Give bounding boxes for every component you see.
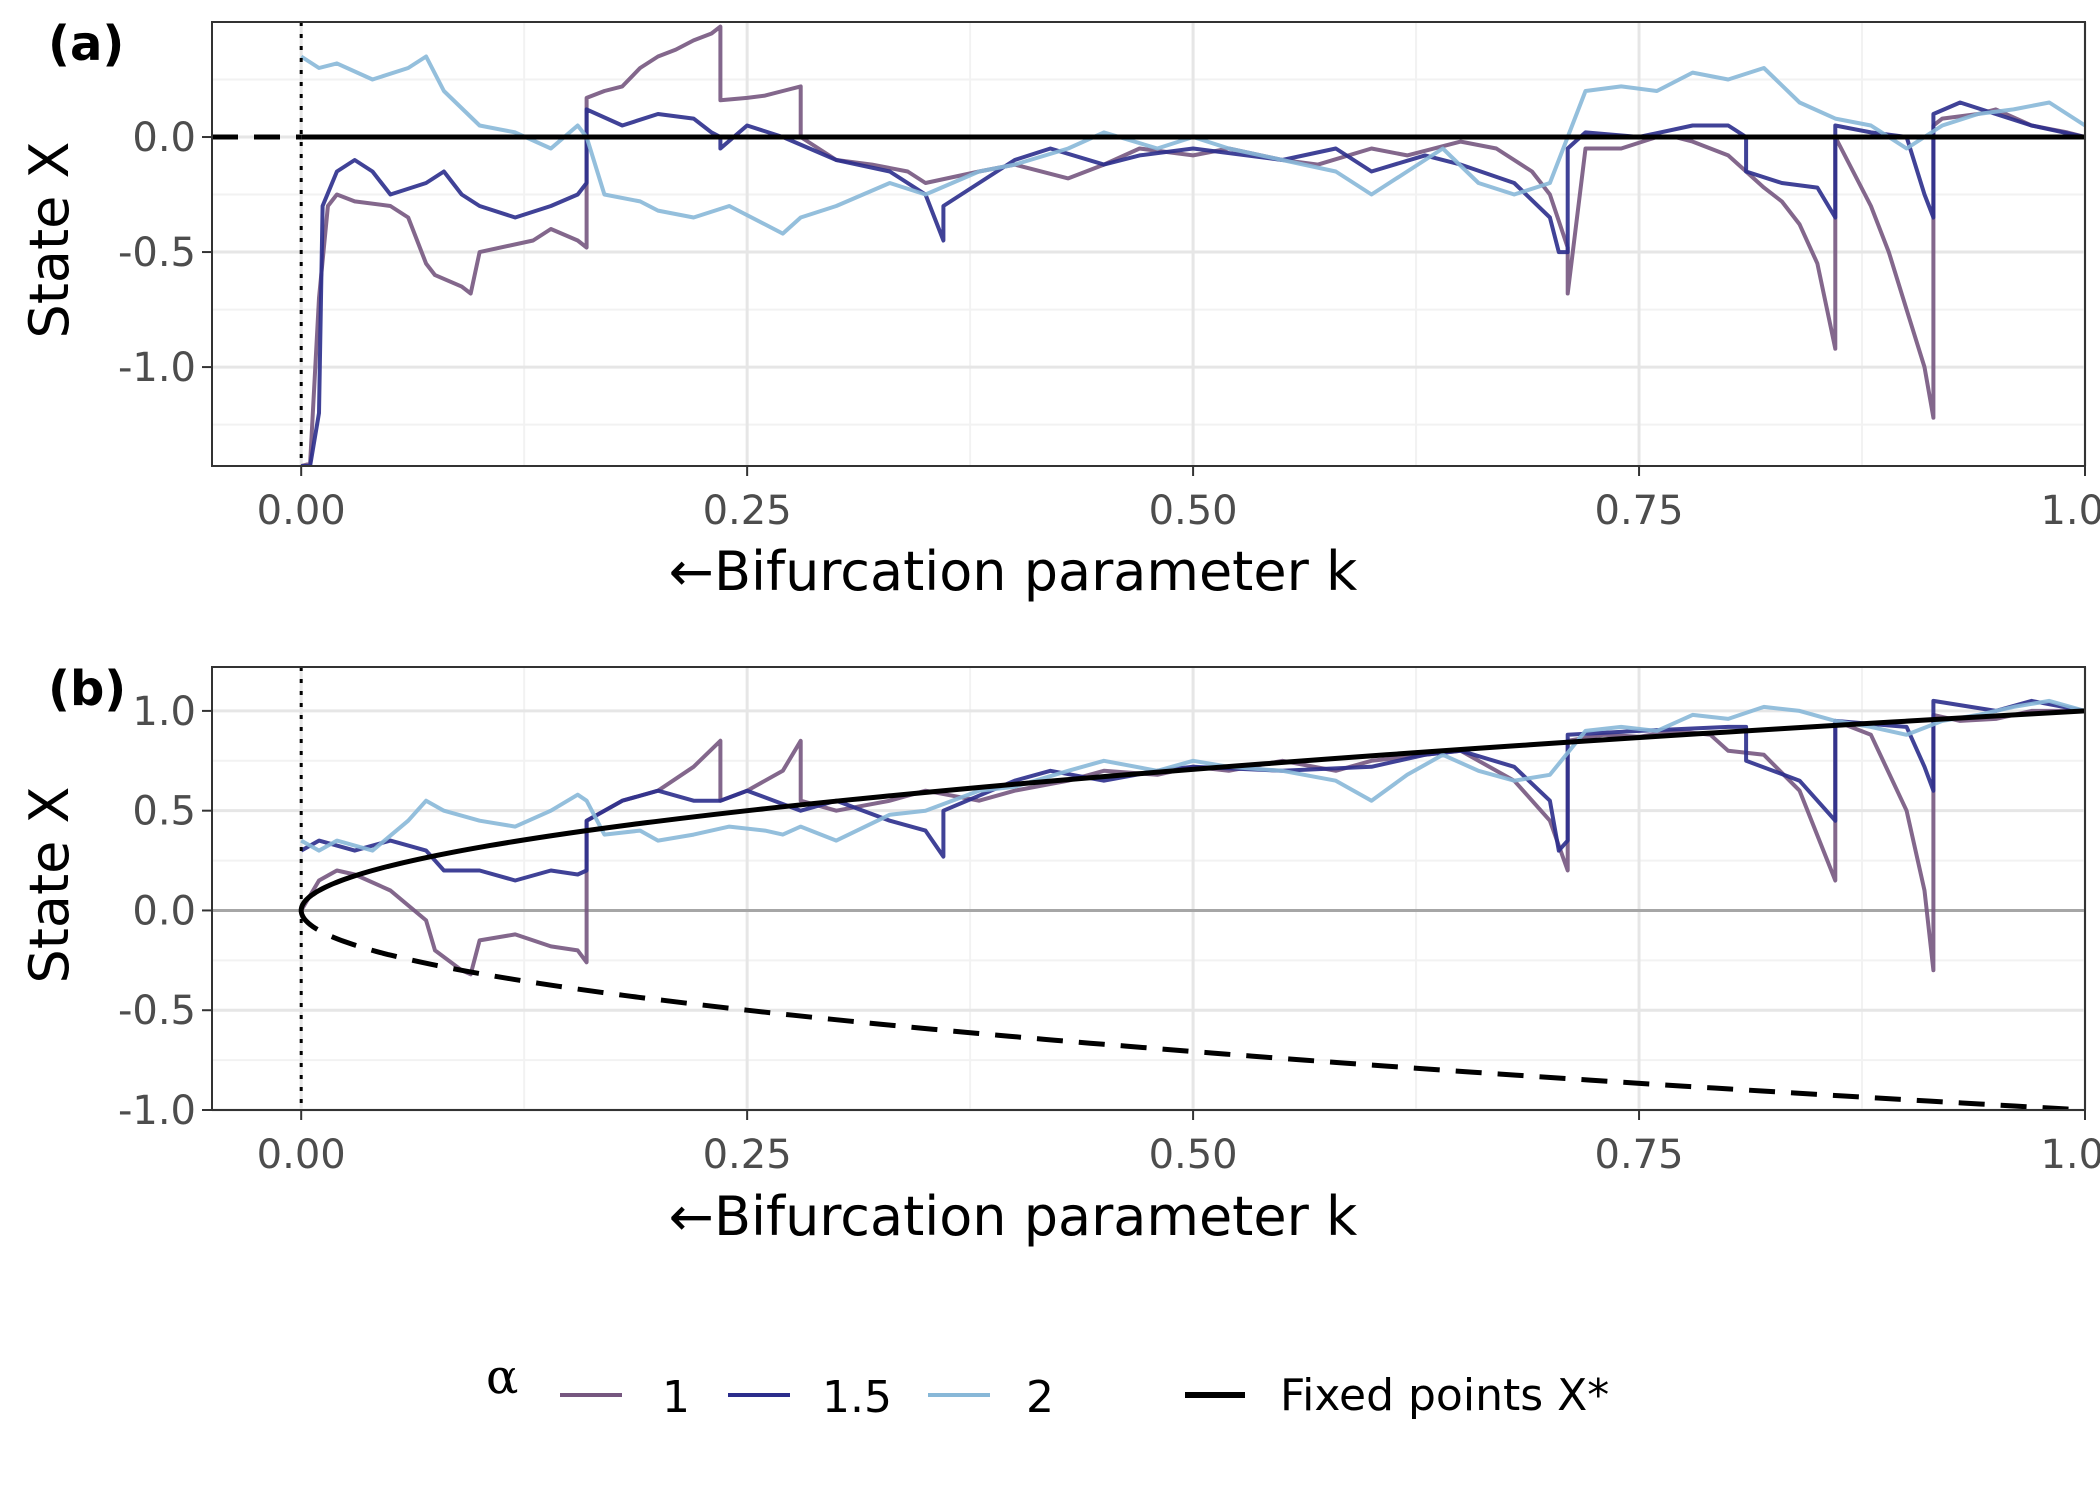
panel-b-plot-area: 0.00 0.25 0.50 0.75 1.00 -1.0 -0.5 0.0 0.5 1.0 bbox=[118, 666, 2100, 1178]
panel-b-tag: (b) bbox=[48, 661, 126, 717]
panel-b-series-alpha-1-5 bbox=[300, 698, 2085, 883]
panel-a-y-axis-title: State X bbox=[18, 141, 81, 338]
panel-a-x-tick-label: 0.75 bbox=[1595, 488, 1684, 534]
panel-a-panel-border bbox=[211, 21, 2086, 467]
legend-label-alpha-2: 2 bbox=[1026, 1372, 1054, 1423]
panel-b: 0.00 0.25 0.50 0.75 1.00 -1.0 -0.5 0.0 0.5 1.0 (b… bbox=[18, 661, 2100, 1248]
panel-a-y-tick-label: -0.5 bbox=[118, 230, 196, 276]
panel-b-x-axis-title: ←Bifurcation parameter k bbox=[669, 1185, 1358, 1248]
panel-a-x-tick-label: 1.00 bbox=[2040, 488, 2100, 534]
panel-b-x-tick-label: 0.50 bbox=[1149, 1132, 1238, 1178]
panel-b-fixed-point-curve-solid bbox=[298, 708, 2085, 911]
panel-b-series-alpha-2 bbox=[300, 698, 2085, 853]
panel-a-y-tick-label: 0.0 bbox=[132, 115, 196, 161]
panel-b-x-tick-label: 0.00 bbox=[257, 1132, 346, 1178]
panel-b-y-tick-label: 0.0 bbox=[132, 888, 196, 934]
legend: α 1 1.5 2 Fixed points X* bbox=[486, 1349, 1609, 1423]
panel-a-tag: (a) bbox=[48, 16, 124, 72]
panel-b-fixed-point-curve-dashed bbox=[298, 910, 2085, 1110]
panel-b-fixed-points-group bbox=[298, 708, 2085, 1110]
panel-a-x-axis-title: ←Bifurcation parameter k bbox=[669, 540, 1358, 603]
legend-label-alpha-1: 1 bbox=[662, 1372, 690, 1423]
panel-a-y-tick-label: -1.0 bbox=[118, 345, 196, 391]
panel-b-panel-border bbox=[211, 666, 2086, 1111]
panel-a-series-alpha-2 bbox=[300, 54, 2085, 236]
panel-a-x-tick-label: 0.25 bbox=[703, 488, 792, 534]
panel-b-y-tick-label: 1.0 bbox=[132, 689, 196, 735]
panel-a-x-tick-label: 0.00 bbox=[257, 488, 346, 534]
panel-a: 0.00 0.25 0.50 0.75 1.00 -1.0 -0.5 0.0 (a) ←Bif… bbox=[18, 16, 2100, 603]
panel-a-plot-area: 0.00 0.25 0.50 0.75 1.00 -1.0 -0.5 0.0 bbox=[118, 21, 2100, 534]
legend-label-alpha-1-5: 1.5 bbox=[822, 1372, 892, 1423]
panel-b-y-tick-label: -0.5 bbox=[118, 988, 196, 1034]
panel-b-y-tick-label: -1.0 bbox=[118, 1088, 196, 1134]
panel-b-x-tick-label: 1.00 bbox=[2040, 1132, 2100, 1178]
panel-a-series-group bbox=[300, 24, 2085, 466]
legend-title-alpha: α bbox=[486, 1349, 518, 1405]
panel-b-y-tick-label: 0.5 bbox=[132, 789, 196, 835]
legend-label-fixed-points: Fixed points X* bbox=[1280, 1370, 1609, 1421]
panel-b-y-axis-title: State X bbox=[18, 786, 81, 983]
panel-b-x-tick-label: 0.75 bbox=[1595, 1132, 1684, 1178]
panel-b-x-tick-label: 0.25 bbox=[703, 1132, 792, 1178]
panel-a-x-tick-label: 0.50 bbox=[1149, 488, 1238, 534]
panel-a-series-alpha-1-5 bbox=[301, 100, 2085, 466]
